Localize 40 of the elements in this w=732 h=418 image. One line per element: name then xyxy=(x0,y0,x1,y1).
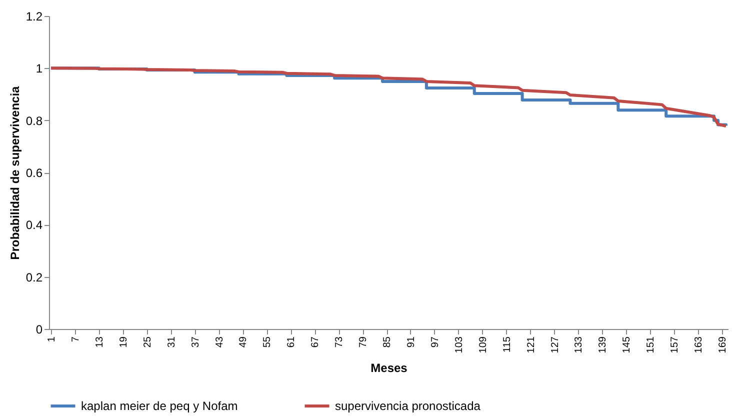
x-tick-label: 127 xyxy=(550,336,561,354)
x-tick-label: 19 xyxy=(118,336,130,348)
x-tick-label: 139 xyxy=(598,336,609,354)
x-tick-label: 55 xyxy=(262,336,274,348)
x-tick-label: 43 xyxy=(214,336,226,348)
y-tick-label: 0.8 xyxy=(26,114,43,128)
x-tick-label: 25 xyxy=(142,336,154,348)
x-tick-label: 109 xyxy=(478,336,489,354)
x-tick-label: 103 xyxy=(454,336,465,354)
x-tick-label: 31 xyxy=(166,336,178,348)
y-tick-label: 0.2 xyxy=(26,270,43,284)
x-tick-label: 85 xyxy=(382,336,394,348)
x-tick-label: 157 xyxy=(670,336,681,354)
x-tick-label: 79 xyxy=(358,336,370,348)
legend-label: supervivencia pronosticada xyxy=(335,399,481,413)
x-tick-label: 169 xyxy=(718,336,729,354)
x-tick-label: 37 xyxy=(190,336,202,348)
x-tick-label: 7 xyxy=(70,336,82,342)
x-tick-label: 97 xyxy=(430,336,441,348)
y-tick-label: 1 xyxy=(36,62,43,76)
x-tick-label: 163 xyxy=(694,336,705,354)
x-tick-label: 91 xyxy=(406,336,417,348)
x-axis-title: Meses xyxy=(370,361,408,376)
x-tick-label: 67 xyxy=(310,336,322,348)
x-tick-label: 61 xyxy=(286,336,298,348)
x-tick-label: 1 xyxy=(46,336,58,342)
x-tick-label: 121 xyxy=(526,336,537,354)
y-tick-label: 0.6 xyxy=(26,166,43,180)
x-tick-label: 115 xyxy=(502,336,513,352)
x-tick-label: 133 xyxy=(574,336,585,354)
x-tick-label: 151 xyxy=(646,336,657,354)
x-tick-label: 145 xyxy=(622,336,633,354)
x-tick-label: 13 xyxy=(94,336,106,348)
legend-label: kaplan meier de peq y Nofam xyxy=(81,399,238,413)
y-tick-label: 1.2 xyxy=(26,10,43,24)
y-tick-label: 0 xyxy=(36,322,43,336)
x-tick-label: 73 xyxy=(334,336,346,348)
y-tick-label: 0.4 xyxy=(26,218,43,232)
x-tick-label: 49 xyxy=(238,336,250,348)
y-axis-title: Probabilidad de supervivencia xyxy=(8,86,22,260)
